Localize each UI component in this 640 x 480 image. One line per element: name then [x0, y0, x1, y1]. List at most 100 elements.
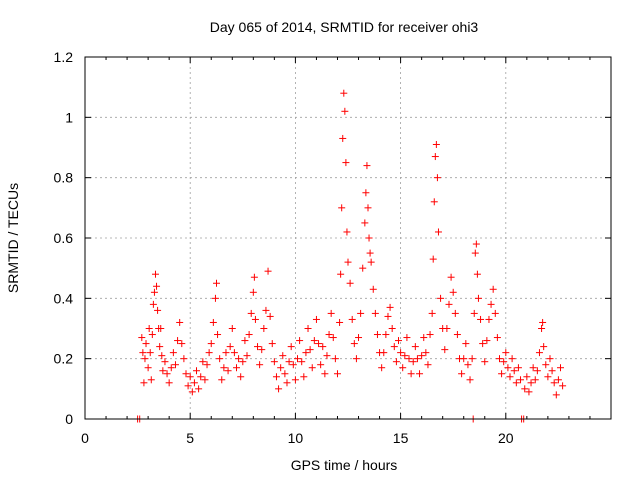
- data-point: [554, 376, 562, 384]
- data-point: [462, 340, 470, 348]
- data-point: [401, 352, 409, 360]
- data-point: [336, 318, 344, 326]
- data-point: [243, 352, 251, 360]
- data-point: [254, 343, 262, 351]
- data-point: [153, 282, 161, 290]
- data-point: [422, 349, 430, 357]
- data-point: [171, 361, 179, 369]
- data-point: [321, 370, 329, 378]
- data-point: [464, 361, 472, 369]
- data-point: [180, 355, 188, 363]
- data-point: [268, 340, 276, 348]
- y-axis-label: SRMTID / TECUs: [5, 183, 21, 293]
- data-point: [226, 343, 234, 351]
- data-point: [539, 318, 547, 326]
- data-point: [394, 337, 402, 345]
- data-point: [258, 346, 266, 354]
- data-point: [310, 337, 318, 345]
- data-point: [325, 331, 333, 339]
- data-point: [188, 388, 196, 396]
- data-point: [493, 334, 501, 342]
- data-point: [197, 373, 205, 381]
- data-point: [397, 349, 405, 357]
- data-point: [190, 379, 198, 387]
- data-point: [184, 382, 192, 390]
- data-point: [249, 288, 257, 296]
- data-point: [230, 349, 238, 357]
- data-point: [546, 355, 554, 363]
- data-point: [337, 270, 345, 278]
- data-point: [287, 343, 295, 351]
- data-point: [150, 288, 158, 296]
- data-point: [289, 361, 297, 369]
- data-point: [277, 364, 285, 372]
- data-point: [302, 349, 310, 357]
- data-point: [413, 355, 421, 363]
- data-point: [366, 249, 374, 257]
- data-point: [426, 331, 434, 339]
- data-point: [323, 352, 331, 360]
- data-point: [449, 288, 457, 296]
- data-point: [344, 258, 352, 266]
- data-point: [471, 249, 479, 257]
- data-point: [275, 385, 283, 393]
- data-point: [529, 364, 537, 372]
- data-point: [186, 373, 194, 381]
- data-point: [483, 337, 491, 345]
- data-point: [169, 349, 177, 357]
- data-point: [147, 376, 155, 384]
- data-point: [538, 325, 546, 332]
- data-point: [339, 134, 347, 142]
- data-point: [364, 204, 372, 212]
- data-point: [390, 343, 398, 351]
- data-point: [193, 367, 201, 375]
- data-point: [245, 331, 253, 339]
- data-point: [504, 364, 512, 372]
- data-point: [548, 367, 556, 375]
- y-tick-label: 1.2: [54, 49, 74, 65]
- data-point: [211, 294, 219, 302]
- data-point: [359, 264, 367, 272]
- data-point: [470, 309, 478, 317]
- data-point: [491, 309, 499, 317]
- data-point: [510, 367, 518, 375]
- data-point: [559, 382, 567, 390]
- data-point: [308, 364, 316, 372]
- x-tick-label: 0: [81, 430, 89, 446]
- data-point: [533, 367, 541, 375]
- data-point: [291, 376, 299, 384]
- data-point: [429, 255, 437, 263]
- data-point: [392, 358, 400, 366]
- data-point: [386, 303, 394, 311]
- data-point: [498, 370, 506, 378]
- data-point: [531, 376, 539, 384]
- y-tick-label: 0.4: [54, 290, 74, 306]
- y-tick-label: 0.8: [54, 170, 74, 186]
- data-point: [500, 358, 508, 366]
- data-point: [195, 385, 203, 393]
- data-point: [517, 376, 525, 384]
- data-point: [441, 346, 449, 354]
- data-point: [430, 198, 438, 206]
- data-point: [468, 355, 476, 363]
- data-point: [281, 370, 289, 378]
- data-point: [433, 174, 441, 182]
- chart-title: Day 065 of 2014, SRMTID for receiver ohi…: [210, 19, 479, 35]
- data-point: [350, 340, 358, 348]
- data-point: [207, 340, 215, 348]
- data-point: [279, 352, 287, 360]
- y-tick-label: 0: [65, 411, 73, 427]
- data-point: [139, 349, 147, 357]
- data-point: [378, 364, 386, 372]
- x-axis-label: GPS time / hours: [291, 457, 398, 473]
- data-point: [508, 355, 516, 363]
- data-point: [228, 325, 236, 332]
- data-point: [512, 379, 520, 387]
- data-point: [382, 331, 390, 339]
- data-point: [473, 270, 481, 278]
- data-point: [140, 379, 148, 387]
- data-point: [489, 285, 497, 293]
- data-point: [474, 294, 482, 302]
- data-point: [355, 334, 363, 342]
- data-point: [357, 309, 365, 317]
